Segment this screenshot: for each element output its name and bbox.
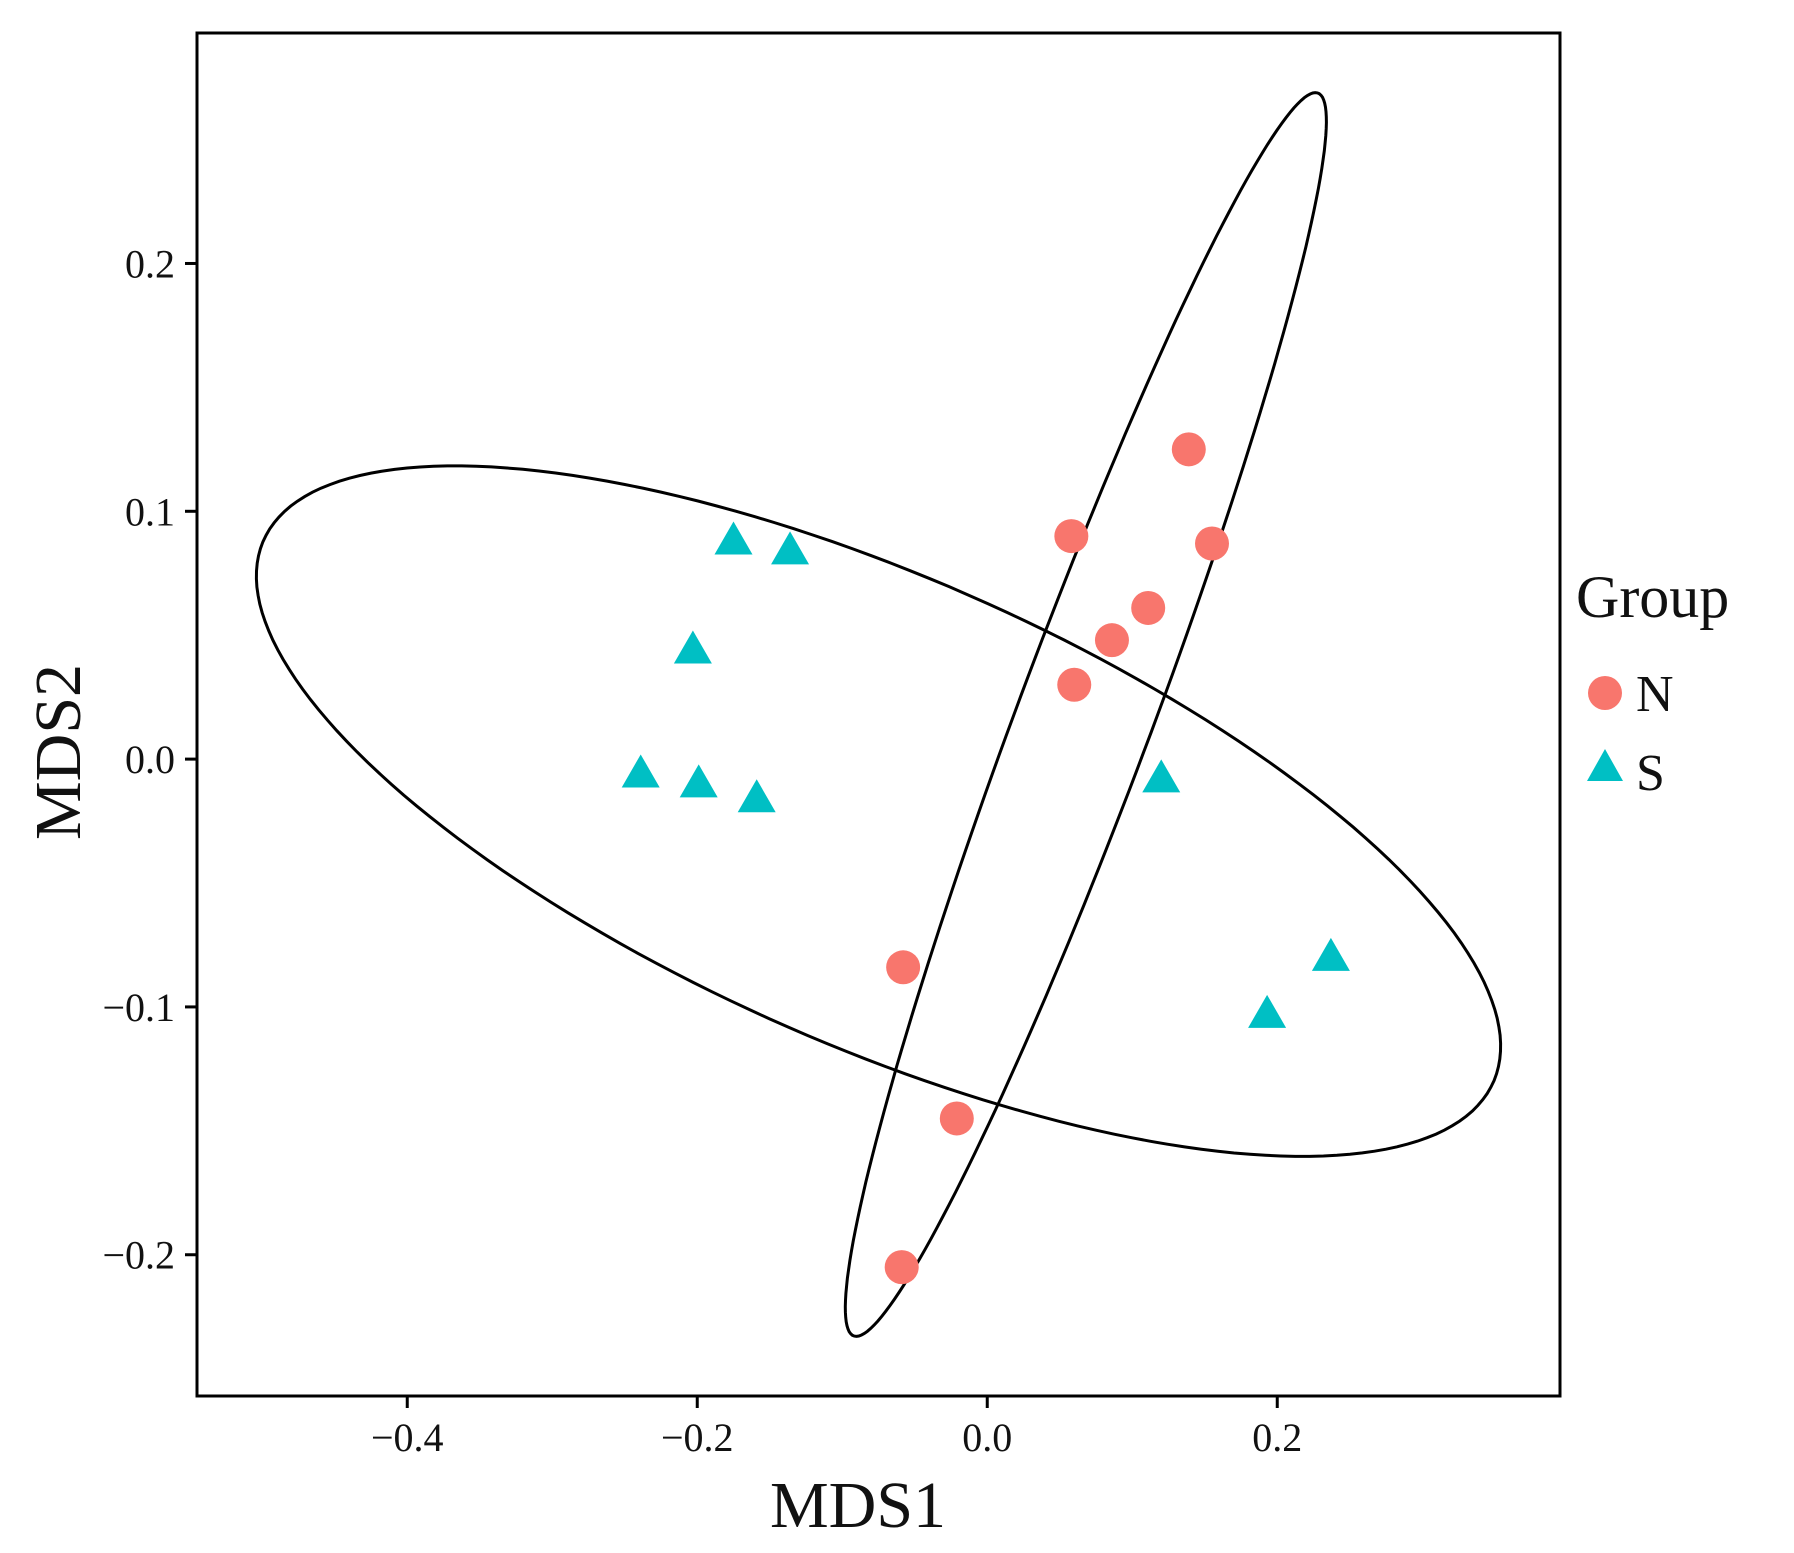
point-n-circle xyxy=(1094,623,1129,658)
point-n-circle xyxy=(1054,519,1089,554)
ellipse-layer xyxy=(254,91,1503,1338)
x-tick-label: −0.4 xyxy=(371,1415,444,1460)
legend-key-s-triangle xyxy=(1587,749,1623,781)
point-s-triangle xyxy=(679,764,718,798)
ellipse-group-n xyxy=(843,91,1328,1338)
point-s-triangle xyxy=(1311,937,1350,971)
point-s-triangle xyxy=(714,521,753,555)
y-tick-label: 0.1 xyxy=(125,489,175,534)
point-s-triangle xyxy=(673,630,712,664)
point-n-circle xyxy=(1195,526,1229,561)
x-tick-label: 0.0 xyxy=(962,1415,1012,1460)
y-axis-title: MDS2 xyxy=(22,664,95,840)
legend-key-n-circle xyxy=(1588,676,1622,710)
point-s-triangle xyxy=(737,779,776,813)
point-n-circle xyxy=(884,1250,919,1285)
ellipse-group-s xyxy=(254,464,1503,1158)
point-n-circle xyxy=(1057,667,1092,702)
point-n-circle xyxy=(939,1101,974,1136)
point-n-circle xyxy=(1131,590,1166,625)
point-n-circle xyxy=(886,950,921,985)
legend-label-n: N xyxy=(1636,666,1674,723)
point-s-triangle xyxy=(771,531,810,565)
y-tick-label: −0.2 xyxy=(102,1233,175,1278)
y-tick-label: 0.0 xyxy=(125,737,175,782)
y-tick-label: −0.1 xyxy=(102,985,175,1030)
point-s-triangle xyxy=(1248,994,1287,1028)
legend-title: Group xyxy=(1576,564,1729,630)
plot-panel xyxy=(195,31,1562,1398)
point-s-triangle xyxy=(1142,759,1181,793)
point-s-triangle xyxy=(621,754,660,788)
x-tick-label: −0.2 xyxy=(661,1415,734,1460)
y-tick-label: 0.2 xyxy=(125,241,175,286)
axis-tick-layer: −0.4 −0.2 0.0 0.2 −0.2 −0.1 0.0 0.1 0.2 xyxy=(102,241,1302,1460)
point-layer xyxy=(621,432,1350,1285)
legend-label-s: S xyxy=(1636,745,1665,802)
point-n-circle xyxy=(1171,432,1206,467)
legend: Group N S xyxy=(1576,564,1729,802)
x-tick-label: 0.2 xyxy=(1252,1415,1302,1460)
x-axis-title: MDS1 xyxy=(770,1469,946,1542)
